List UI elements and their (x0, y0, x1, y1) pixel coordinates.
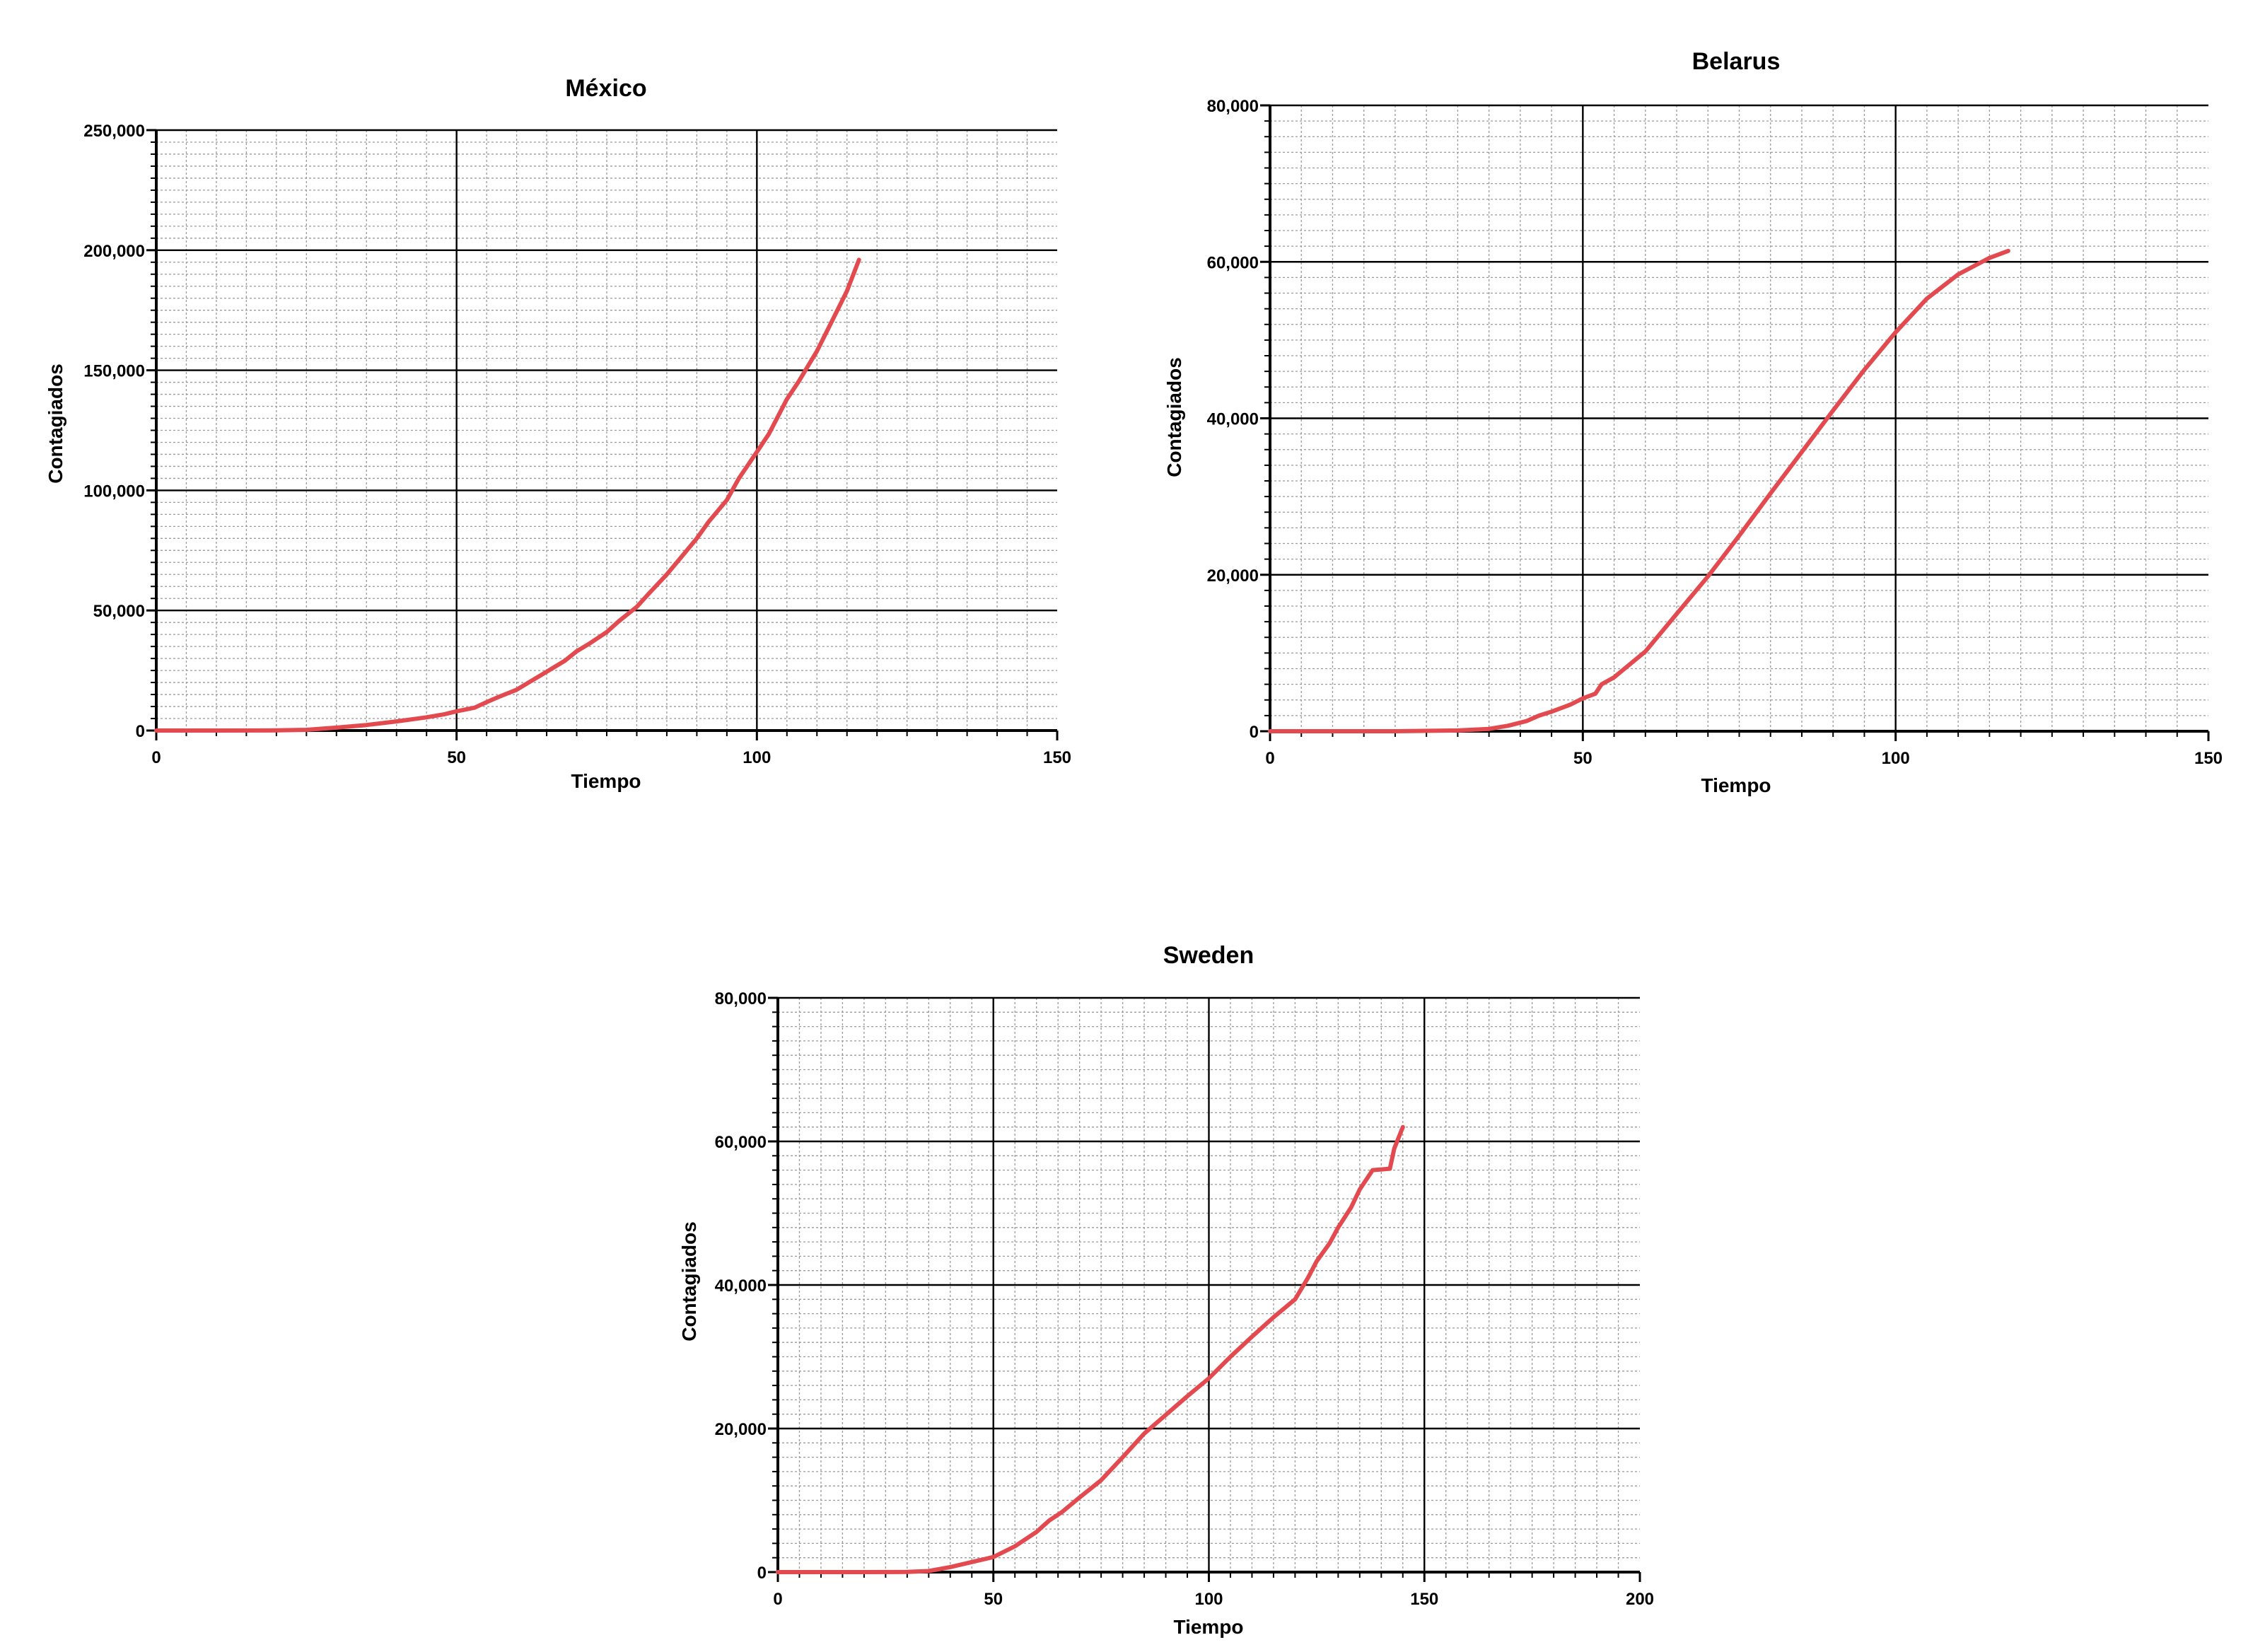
y-tick-label: 20,000 (715, 1420, 767, 1439)
chart-belarus: Belarus Tiempo Contagiados 0 50 100 150 0 20,… (1163, 48, 2223, 796)
x-tick-label: 150 (2194, 749, 2223, 768)
y-axis-label: Contagiados (678, 1221, 700, 1342)
y-tick-label: 80,000 (715, 989, 767, 1008)
series-line (154, 257, 861, 733)
y-tick-label: 100,000 (83, 482, 145, 501)
series-line (1268, 248, 2010, 733)
y-tick-label: 40,000 (715, 1276, 767, 1296)
x-tick-label: 100 (743, 748, 771, 767)
y-tick-label: 50,000 (93, 602, 145, 621)
y-tick-label: 150,000 (83, 362, 145, 381)
chart-title: Belarus (1692, 48, 1781, 75)
y-axis-label: Contagiados (1163, 357, 1185, 477)
x-axis-label: Tiempo (571, 770, 641, 792)
y-tick-label: 80,000 (1207, 97, 1259, 116)
x-axis-label: Tiempo (1173, 1616, 1243, 1638)
y-tick-label: 0 (1250, 723, 1259, 742)
x-tick-label: 150 (1410, 1590, 1438, 1609)
chart-sweden: Sweden Tiempo Contagiados 0 50 100 150 200 0 2… (678, 942, 1654, 1638)
x-tick-label: 50 (447, 748, 466, 767)
grid (1260, 104, 2210, 741)
x-tick-label: 50 (1573, 749, 1593, 768)
y-tick-label: 60,000 (1207, 253, 1259, 272)
chart-mexico: México Tiempo Contagiados 0 50 100 150 0 50,0… (45, 75, 1071, 792)
x-tick-label: 150 (1043, 748, 1071, 767)
y-tick-label: 20,000 (1207, 566, 1259, 586)
grid (768, 996, 1641, 1582)
y-tick-label: 0 (136, 722, 145, 741)
x-tick-label: 0 (1265, 749, 1274, 768)
x-tick-label: 100 (1194, 1590, 1223, 1609)
x-tick-label: 0 (151, 748, 161, 767)
y-tick-label: 40,000 (1207, 410, 1259, 429)
x-tick-label: 0 (773, 1590, 782, 1609)
y-tick-label: 200,000 (83, 242, 145, 261)
y-tick-label: 60,000 (715, 1133, 767, 1152)
chart-title: México (565, 75, 646, 102)
series-line (776, 1124, 1405, 1574)
x-axis-label: Tiempo (1701, 774, 1771, 796)
grid (146, 129, 1059, 740)
x-tick-label: 50 (984, 1590, 1003, 1609)
x-tick-label: 200 (1626, 1590, 1654, 1609)
chart-title: Sweden (1163, 942, 1254, 969)
y-tick-label: 0 (757, 1564, 767, 1583)
x-tick-label: 100 (1882, 749, 1910, 768)
y-tick-label: 250,000 (83, 122, 145, 141)
y-axis-label: Contagiados (45, 363, 66, 484)
